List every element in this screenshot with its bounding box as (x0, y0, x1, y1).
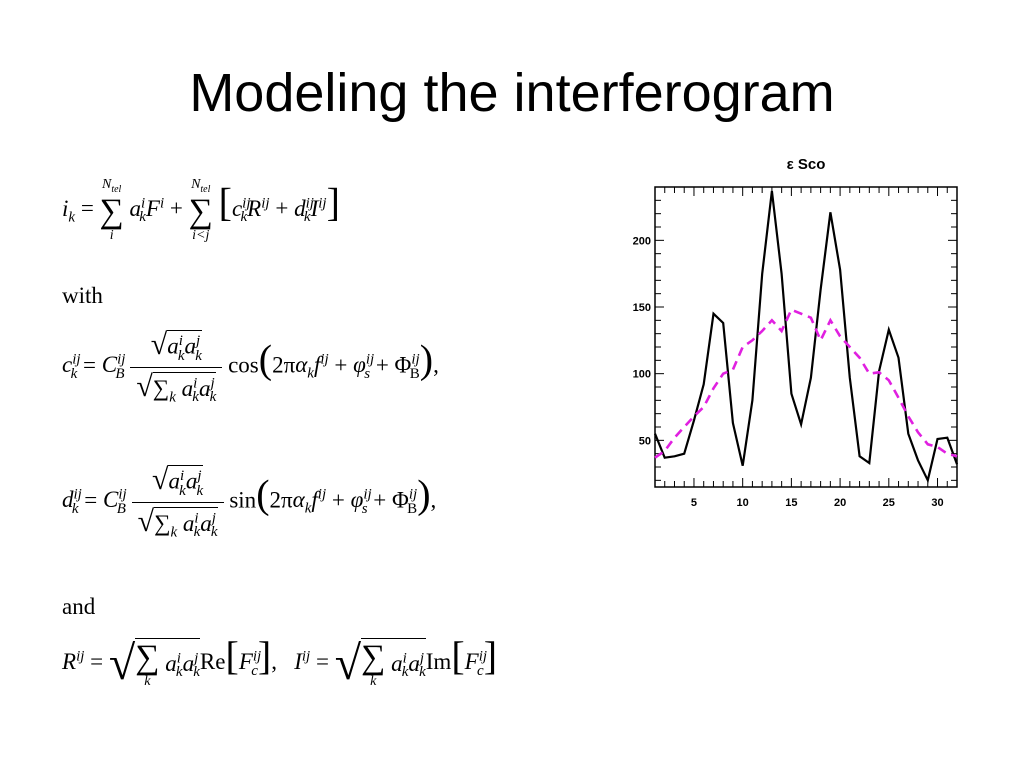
slide-title: Modeling the interferogram (189, 63, 835, 123)
label-with: with (62, 283, 103, 308)
y-tick-label: 150 (633, 302, 651, 314)
im-operator: Im (425, 649, 452, 674)
y-tick-label: 200 (633, 235, 651, 247)
plot-frame (654, 186, 958, 488)
x-tick-label: 5 (691, 497, 697, 509)
x-tick-label: 15 (785, 497, 797, 509)
cos-function: cos (228, 352, 259, 378)
axis-ticks: 5 10 15 20 25 30 50 100 150 200 (633, 186, 958, 509)
label-and: and (62, 594, 96, 619)
interferogram-chart: ε Sco 5 10 15 20 25 30 50 100 150 200 (633, 156, 959, 509)
x-tick-label: 20 (834, 497, 846, 509)
re-operator: Re (199, 649, 226, 674)
x-tick-label: 25 (883, 497, 895, 509)
chart-title: ε Sco (787, 156, 826, 173)
x-tick-label: 10 (737, 497, 749, 509)
y-tick-label: 50 (639, 435, 651, 447)
series-group (653, 190, 959, 484)
series-line-solid (653, 190, 959, 484)
equation-interferogram: ik = Ntel ∑ i aikFi + Ntel ∑ i<j [cijkRij + … (62, 177, 340, 243)
sin-function: sin (229, 487, 257, 513)
equation-d-coefficient: dijk = CijB √aikajk √∑k aikajk sin(2παkf… (62, 463, 437, 541)
x-tick-label: 30 (931, 497, 943, 509)
y-tick-label: 100 (633, 369, 651, 381)
series-line-dashed (654, 308, 958, 459)
equation-r-and-i: Rij = √ ∑ k aikajkRe[Fijc], Iij = √ ∑ k aika… (62, 633, 498, 691)
equation-c-coefficient: cijk = CijB √aikajk √∑k aikajk cos(2παkf… (62, 328, 439, 406)
